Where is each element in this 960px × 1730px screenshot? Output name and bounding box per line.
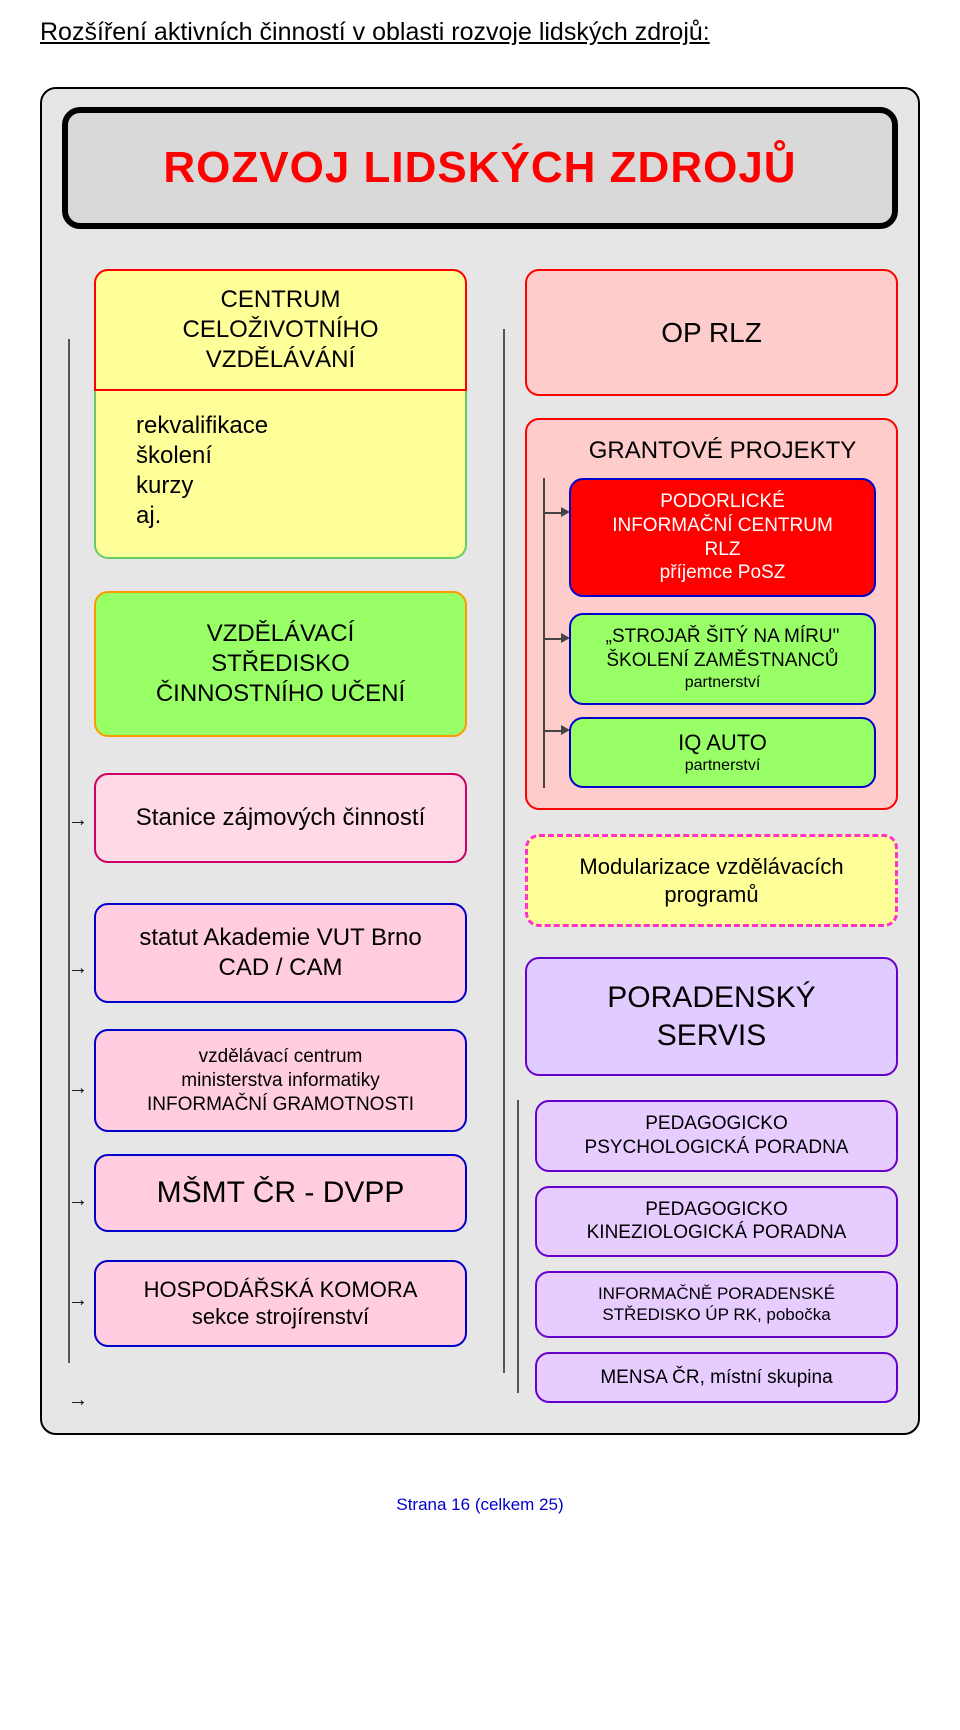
szc-text: Stanice zájmových činností xyxy=(136,804,425,831)
box-grant-container: GRANTOVÉ PROJEKTY PODORLICKÉ INFORMAČNÍ … xyxy=(525,418,898,810)
msmt-text: MŠMT ČR - DVPP xyxy=(157,1176,405,1209)
box-hk: HOSPODÁŘSKÁ KOMORA sekce strojírenství xyxy=(94,1260,467,1347)
rekval-l1: rekvalifikace xyxy=(136,411,455,441)
pkp-l1: PEDAGOGICKO xyxy=(545,1198,888,1222)
box-strojar: „STROJAŘ ŠITÝ NA MÍRU" ŠKOLENÍ ZAMĚSTNAN… xyxy=(569,613,876,705)
grant-title: GRANTOVÉ PROJEKTY xyxy=(563,436,882,466)
vut-l2: CAD / CAM xyxy=(106,953,455,983)
page-title: Rozšíření aktivních činností v oblasti r… xyxy=(40,18,920,47)
pic-l1: PODORLICKÉ xyxy=(579,490,866,514)
rekval-l3: kurzy xyxy=(136,471,455,501)
ips-l2: STŘEDISKO ÚP RK, pobočka xyxy=(545,1304,888,1325)
box-mensa: MENSA ČR, místní skupina xyxy=(535,1352,898,1404)
hk-l2: sekce strojírenství xyxy=(106,1303,455,1331)
ccv-line3: VZDĚLÁVÁNÍ xyxy=(106,345,455,375)
box-oprlz: OP RLZ xyxy=(525,269,898,396)
pkp-l2: KINEZIOLOGICKÁ PORADNA xyxy=(545,1221,888,1245)
box-porad: PORADENSKÝ SERVIS xyxy=(525,957,898,1076)
rekval-l4: aj. xyxy=(136,501,455,531)
box-pkp: PEDAGOGICKO KINEZIOLOGICKÁ PORADNA xyxy=(535,1186,898,1258)
box-vscu: VZDĚLÁVACÍ STŘEDISKO ČINNOSTNÍHO UČENÍ xyxy=(94,591,467,737)
mi-l1: vzdělávací centrum xyxy=(106,1045,455,1069)
ppp-l1: PEDAGOGICKO xyxy=(545,1112,888,1136)
porad-l1: PORADENSKÝ xyxy=(537,979,886,1017)
ips-l1: INFORMAČNĚ PORADENSKÉ xyxy=(545,1283,888,1304)
box-iq: IQ AUTO partnerství xyxy=(569,717,876,789)
vut-l1: statut Akademie VUT Brno xyxy=(106,923,455,953)
box-vut: statut Akademie VUT Brno CAD / CAM xyxy=(94,903,467,1003)
ppp-l2: PSYCHOLOGICKÁ PORADNA xyxy=(545,1136,888,1160)
box-ppp: PEDAGOGICKO PSYCHOLOGICKÁ PORADNA xyxy=(535,1100,898,1172)
pic-l3: RLZ xyxy=(579,538,866,562)
porad-l2: SERVIS xyxy=(537,1017,886,1055)
box-ccv: CENTRUM CELOŽIVOTNÍHO VZDĚLÁVÁNÍ xyxy=(94,269,467,391)
pic-l2: INFORMAČNÍ CENTRUM xyxy=(579,514,866,538)
iq-l2: partnerství xyxy=(579,756,866,776)
header-box: ROZVOJ LIDSKÝCH ZDROJŮ xyxy=(62,107,898,229)
strojar-l1: „STROJAŘ ŠITÝ NA MÍRU" xyxy=(579,625,866,649)
modul-l2: programů xyxy=(538,881,885,909)
header-text: ROZVOJ LIDSKÝCH ZDROJŮ xyxy=(78,143,882,193)
rekval-l2: školení xyxy=(136,441,455,471)
strojar-l2: ŠKOLENÍ ZAMĚSTNANCŮ xyxy=(579,649,866,673)
box-rekval: rekvalifikace školení kurzy aj. xyxy=(94,391,467,559)
vscu-l2: STŘEDISKO xyxy=(106,649,455,679)
ccv-line2: CELOŽIVOTNÍHO xyxy=(106,315,455,345)
diagram-container: ROZVOJ LIDSKÝCH ZDROJŮ → → → → → → CENTR… xyxy=(40,87,920,1435)
mi-l2: ministerstva informatiky xyxy=(106,1069,455,1093)
oprlz-text: OP RLZ xyxy=(661,317,762,348)
box-modul: Modularizace vzdělávacích programů xyxy=(525,834,898,927)
strojar-l3: partnerství xyxy=(579,673,866,693)
left-column: → → → → → → CENTRUM CELOŽIVOTNÍHO VZDĚLÁ… xyxy=(62,269,467,1403)
pic-l4: příjemce PoSZ xyxy=(579,561,866,585)
hk-l1: HOSPODÁŘSKÁ KOMORA xyxy=(106,1276,455,1304)
box-szc: Stanice zájmových činností xyxy=(94,773,467,863)
iq-l1: IQ AUTO xyxy=(579,729,866,757)
box-ips: INFORMAČNĚ PORADENSKÉ STŘEDISKO ÚP RK, p… xyxy=(535,1271,898,1338)
right-column: OP RLZ GRANTOVÉ PROJEKTY PODORLICKÉ INFO… xyxy=(495,269,898,1403)
vscu-l1: VZDĚLÁVACÍ xyxy=(106,619,455,649)
box-pic: PODORLICKÉ INFORMAČNÍ CENTRUM RLZ příjem… xyxy=(569,478,876,597)
box-mi: vzdělávací centrum ministerstva informat… xyxy=(94,1029,467,1132)
mi-l3: INFORMAČNÍ GRAMOTNOSTI xyxy=(106,1093,455,1117)
mensa-text: MENSA ČR, místní skupina xyxy=(600,1367,832,1388)
page-footer: Strana 16 (celkem 25) xyxy=(40,1495,920,1515)
box-msmt: MŠMT ČR - DVPP xyxy=(94,1154,467,1232)
ccv-line1: CENTRUM xyxy=(106,285,455,315)
modul-l1: Modularizace vzdělávacích xyxy=(538,853,885,881)
vscu-l3: ČINNOSTNÍHO UČENÍ xyxy=(106,679,455,709)
